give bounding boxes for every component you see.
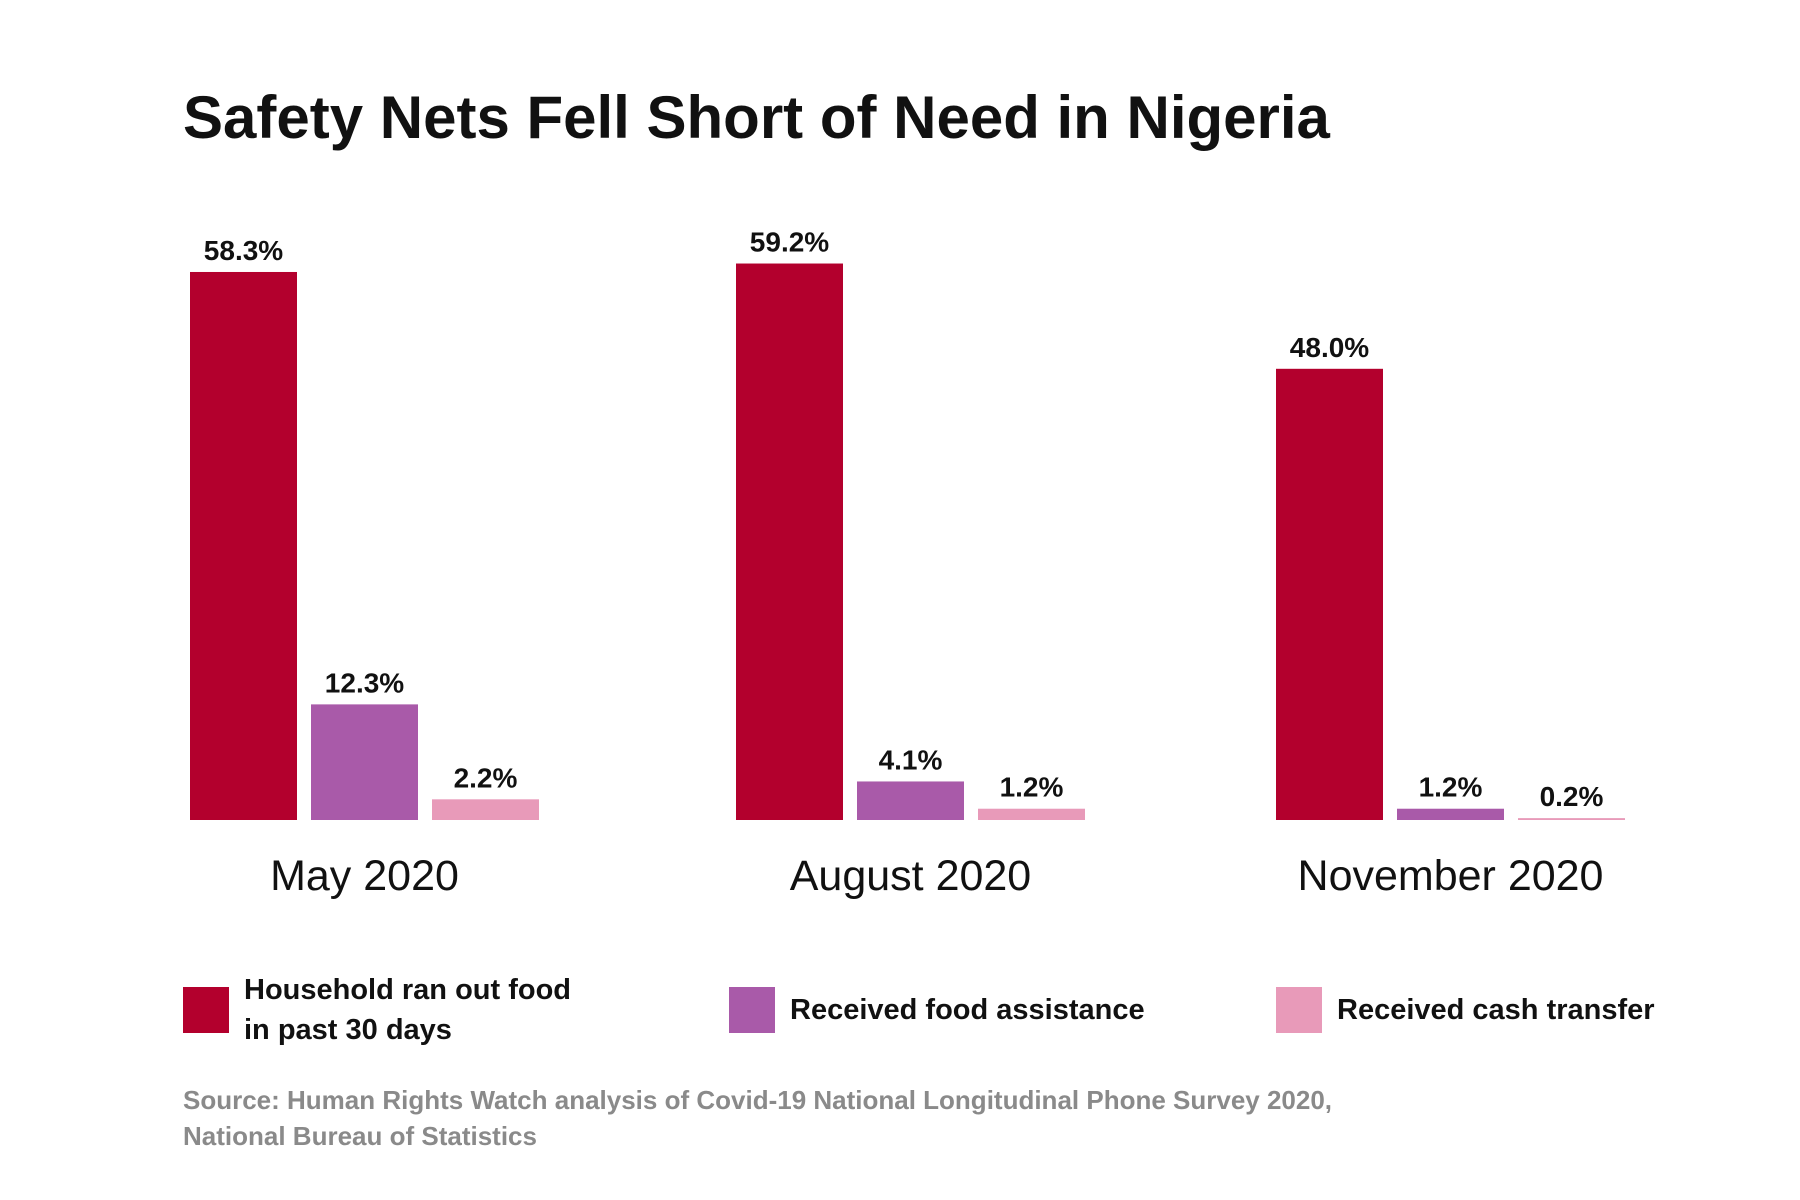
data-label: 12.3% (325, 667, 404, 698)
bar (978, 808, 1085, 820)
bar (857, 781, 964, 820)
data-label: 2.2% (454, 762, 518, 793)
data-label: 1.2% (1419, 772, 1483, 803)
x-tick-label: May 2020 (270, 852, 459, 900)
legend-label: Household ran out food in past 30 days (244, 974, 572, 1046)
x-tick-label: November 2020 (1298, 852, 1604, 900)
data-label: 4.1% (879, 744, 943, 775)
legend-label: Received food assistance (790, 994, 1145, 1026)
bar (1276, 368, 1383, 820)
bar (311, 704, 418, 820)
legend-label: Received cash transfer (1337, 994, 1655, 1026)
legend-item: Received cash transfer (1276, 960, 1697, 1060)
data-label: 58.3% (204, 235, 283, 266)
bar (1518, 818, 1625, 820)
data-label: 1.2% (1000, 772, 1064, 803)
legend-swatch (729, 987, 775, 1033)
source-note: Source: Human Rights Watch analysis of C… (183, 1085, 1333, 1151)
chart-title: Safety Nets Fell Short of Need in Nigeri… (183, 84, 1331, 151)
bar (190, 271, 297, 821)
legend-swatch (183, 987, 229, 1033)
legend-swatch (1276, 987, 1322, 1033)
legend: Household ran out food in past 30 days Re… (0, 960, 1800, 1060)
x-tick-label: August 2020 (790, 852, 1031, 900)
legend-item: Received food assistance (729, 960, 1150, 1060)
bar (432, 799, 539, 820)
bar (736, 263, 843, 820)
data-label: 48.0% (1290, 332, 1369, 363)
data-label: 0.2% (1540, 781, 1604, 812)
bar (1397, 808, 1504, 820)
legend-item: Household ran out food in past 30 days (183, 960, 604, 1060)
data-label: 59.2% (750, 227, 829, 258)
chart: Safety Nets Fell Short of Need in Nigeri… (183, 84, 1625, 900)
